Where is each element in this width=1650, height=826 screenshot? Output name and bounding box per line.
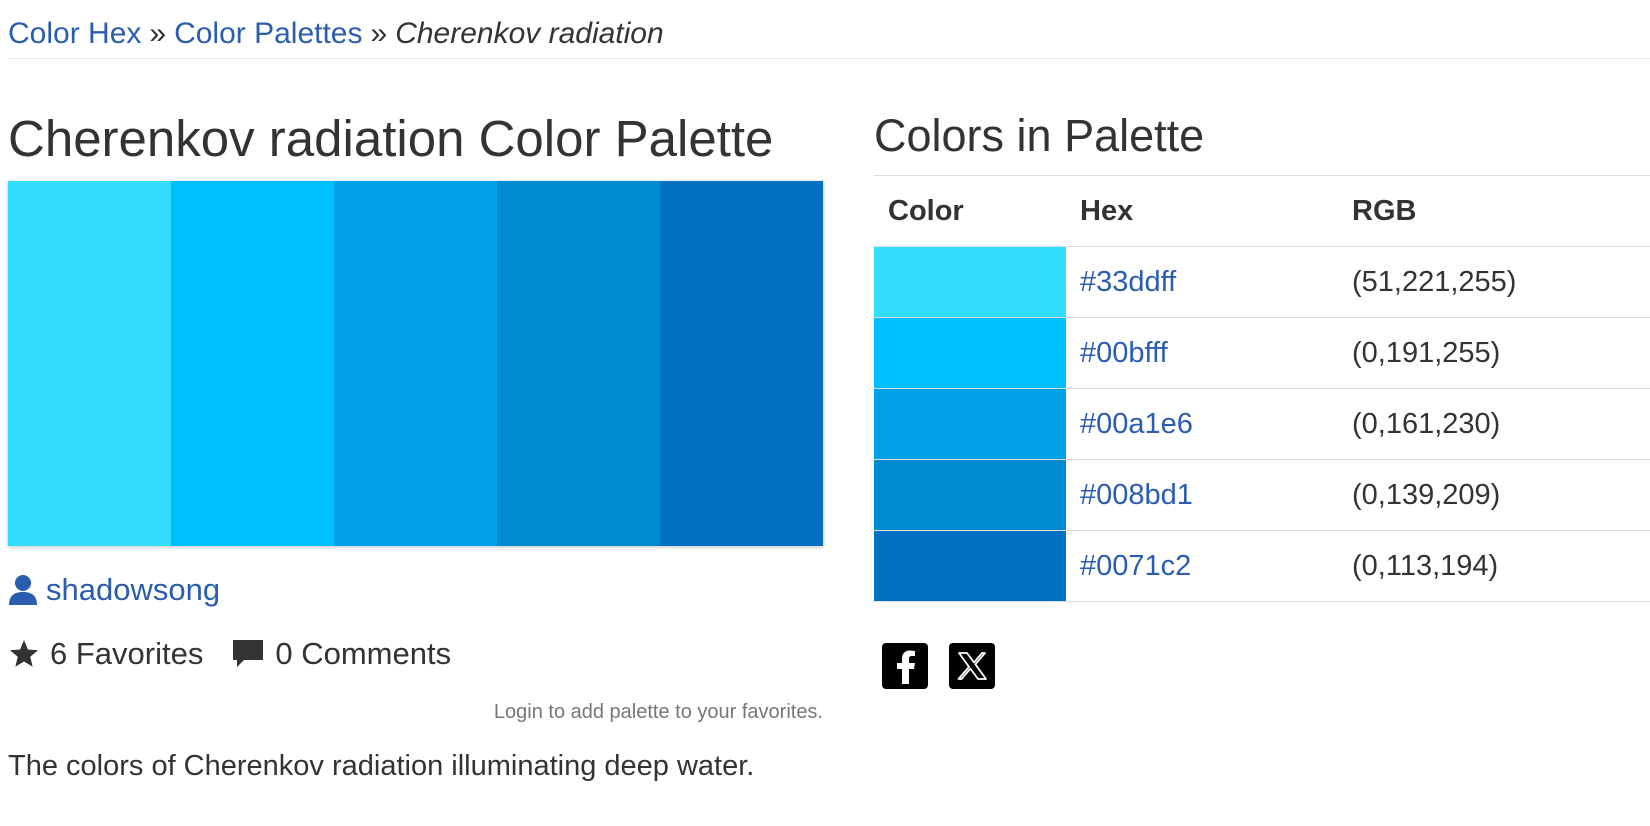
facebook-share-button[interactable] (882, 643, 928, 689)
favorites-stat: 6 Favorites (8, 632, 203, 676)
color-swatch-cell (874, 246, 1066, 318)
share-buttons (882, 643, 1016, 689)
page-title: Cherenkov radiation Color Palette (8, 110, 774, 167)
color-swatch-cell (874, 459, 1066, 531)
palette-swatch[interactable] (171, 181, 334, 546)
color-swatch-cell (874, 388, 1066, 460)
palette-description: The colors of Cherenkov radiation illumi… (8, 750, 755, 782)
breadcrumb-separator: » (370, 17, 388, 50)
color-swatch-cell (874, 317, 1066, 389)
breadcrumb-separator: » (149, 17, 167, 50)
column-header-rgb: RGB (1338, 175, 1650, 247)
hex-link[interactable]: #0071c2 (1080, 549, 1192, 582)
palette-swatch[interactable] (8, 181, 171, 546)
breadcrumb-divider (8, 58, 1650, 59)
table-row: #00bfff (0,191,255) (874, 317, 1650, 389)
x-icon (957, 652, 987, 680)
facebook-icon (897, 650, 915, 684)
color-swatch[interactable] (874, 389, 1066, 459)
table-row: #008bd1 (0,139,209) (874, 459, 1650, 531)
user-icon (9, 575, 37, 605)
color-swatch-cell (874, 530, 1066, 602)
table-header-row: Color Hex RGB (874, 175, 1650, 247)
rgb-value: (0,191,255) (1338, 317, 1650, 389)
palette-swatch[interactable] (334, 181, 497, 546)
comments-count: 0 Comments (275, 636, 452, 671)
hex-link[interactable]: #00a1e6 (1080, 407, 1193, 440)
table-row: #00a1e6 (0,161,230) (874, 388, 1650, 460)
rgb-value: (51,221,255) (1338, 246, 1650, 318)
author-link[interactable]: shadowsong (46, 572, 221, 607)
hex-link[interactable]: #33ddff (1080, 265, 1177, 298)
table-row: #0071c2 (0,113,194) (874, 530, 1650, 602)
palette-swatch[interactable] (660, 181, 823, 546)
comment-icon (233, 640, 264, 667)
hex-link[interactable]: #00bfff (1080, 336, 1168, 369)
favorites-count: 6 Favorites (50, 636, 204, 671)
colors-in-palette-title: Colors in Palette (874, 110, 1205, 161)
breadcrumb: Color Hex» Color Palettes» Cherenkov radia… (8, 14, 664, 54)
breadcrumb-current: Cherenkov radiation (395, 17, 664, 50)
breadcrumb-link-color-hex[interactable]: Color Hex (8, 17, 142, 50)
palette-preview (8, 181, 823, 546)
comments-stat: 0 Comments (231, 632, 451, 676)
palette-swatch[interactable] (497, 181, 660, 546)
color-swatch[interactable] (874, 318, 1066, 388)
color-swatch[interactable] (874, 460, 1066, 530)
column-header-hex: Hex (1066, 175, 1338, 247)
hex-link[interactable]: #008bd1 (1080, 478, 1193, 511)
color-swatch[interactable] (874, 531, 1066, 601)
breadcrumb-link-color-palettes[interactable]: Color Palettes (174, 17, 363, 50)
rgb-value: (0,113,194) (1338, 530, 1650, 602)
palette-stats: 6 Favorites 0 Comments (8, 632, 479, 676)
colors-table: Color Hex RGB #33ddff (51,221,255) #00bf… (874, 175, 1650, 602)
star-icon (10, 640, 38, 667)
login-note: Login to add palette to your favorites. (493, 701, 823, 723)
table-row: #33ddff (51,221,255) (874, 246, 1650, 318)
rgb-value: (0,139,209) (1338, 459, 1650, 531)
rgb-value: (0,161,230) (1338, 388, 1650, 460)
author: shadowsong (8, 568, 220, 612)
x-share-button[interactable] (949, 643, 995, 689)
column-header-color: Color (874, 175, 1066, 247)
color-swatch[interactable] (874, 247, 1066, 317)
